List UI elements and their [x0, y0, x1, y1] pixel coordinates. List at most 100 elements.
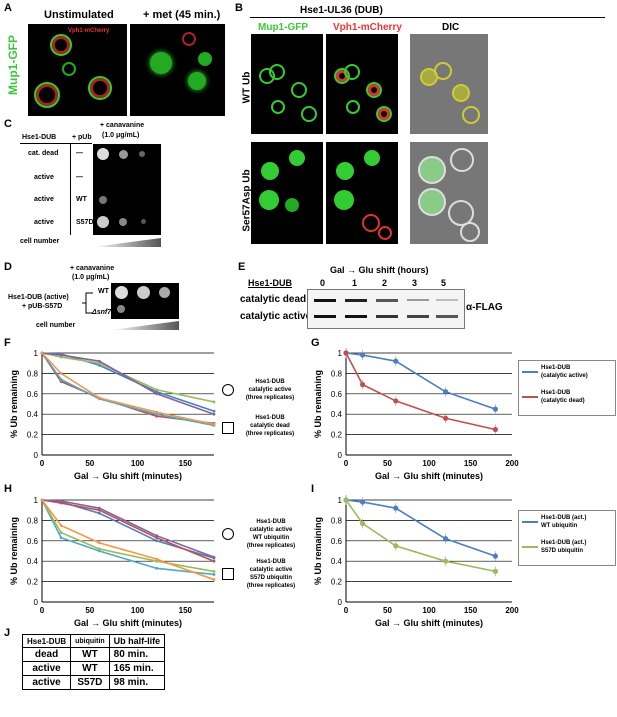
x-axis-label: Gal → Glu shift (minutes) [375, 618, 483, 628]
x-tick-label: 50 [85, 459, 94, 468]
data-point [59, 380, 63, 383]
panel-label-j: J [4, 627, 11, 639]
table-cell: active [21, 675, 72, 690]
data-point [155, 566, 159, 570]
data-point [212, 400, 216, 404]
y-tick-label: 0.6 [27, 537, 39, 546]
series-line [41, 352, 215, 426]
panel-i-legend-swatch-wt [522, 521, 538, 523]
table-header-cell: Hse1-DUB [21, 634, 72, 648]
y-axis-label: % Ub remaining [313, 370, 323, 438]
table-cell: active [21, 661, 72, 676]
panel-h-legend-circle-icon [222, 528, 234, 540]
series-line [41, 499, 215, 562]
data-point [155, 559, 159, 563]
panel-label-h: H [4, 483, 12, 495]
panel-label-d: D [4, 261, 12, 273]
data-point [97, 363, 101, 367]
panel-a-title-met: + met (45 min.) [143, 9, 221, 21]
panel-e-time-1: 1 [352, 278, 358, 288]
panel-c-row1-dub: cat. dead [28, 150, 59, 157]
panel-c-row1-pub: — [76, 150, 83, 157]
data-point [212, 409, 216, 413]
table-row: active WT 165 min. [21, 661, 166, 676]
chart-g: 0 0.2 0.4 0.6 0.8 1 0 50 100 150 200 Gal → Glu shif… [313, 348, 519, 481]
x-tick-label: 50 [85, 606, 94, 615]
data-point [212, 559, 216, 563]
x-tick-label: 0 [40, 606, 45, 615]
y-axis-label: % Ub remaining [9, 370, 19, 438]
y-tick-label: 0.2 [331, 578, 343, 587]
data-point [492, 553, 498, 559]
panel-a-title-unstim: Unstimulated [44, 9, 114, 21]
panel-c-cellnum: cell number [20, 238, 60, 245]
data-point [59, 501, 63, 505]
data-point [212, 423, 216, 426]
data-point [97, 359, 101, 363]
series-line [345, 352, 496, 431]
table-cell: S57D [70, 675, 110, 690]
table-cell: 165 min. [108, 661, 166, 676]
x-tick-label: 100 [422, 459, 436, 468]
y-tick-label: 0.4 [27, 410, 39, 419]
data-point [40, 351, 44, 355]
panel-label-g: G [311, 337, 320, 349]
y-axis-label: % Ub remaining [9, 517, 19, 585]
x-tick-label: 0 [344, 606, 349, 615]
y-tick-label: 0.8 [27, 369, 39, 378]
panel-b-col-mcherry: Vph1-mCherry [333, 22, 402, 33]
panel-j-table: Hse1-DUB ubiquitin Ub half-life dead WT … [21, 634, 166, 690]
x-axis-label: Gal → Glu shift (minutes) [375, 471, 483, 481]
panel-i-legend-s57d: Hse1-DUB (act.) S57D ubiquitin [541, 540, 587, 554]
panel-g-legend-swatch-dead [522, 396, 538, 398]
panel-e-time-3: 3 [412, 278, 418, 288]
panel-b-s57d-gfp [251, 142, 323, 244]
data-point [212, 555, 216, 559]
data-point [59, 531, 63, 535]
x-tick-label: 200 [505, 606, 519, 615]
y-tick-label: 0.4 [331, 410, 343, 419]
panel-c-row4-dub: active [34, 219, 54, 226]
data-point [59, 353, 63, 357]
panel-b-wt-gfp [251, 34, 323, 134]
data-point [393, 398, 399, 404]
panel-c-row3-pub: WT [76, 196, 87, 203]
y-tick-label: 1 [34, 496, 39, 505]
x-tick-label: 0 [40, 459, 45, 468]
panel-e-row-active: catalytic active [240, 311, 312, 322]
y-tick-label: 0.2 [27, 431, 39, 440]
panel-c-row2-pub: — [76, 174, 83, 181]
panel-c-row4-pub: S57D [76, 219, 94, 226]
panel-c-gradient-wedge [93, 238, 161, 247]
panel-c-row3-dub: active [34, 196, 54, 203]
data-point [343, 497, 349, 503]
panel-a-ylabel: Mup1-GFP [6, 35, 20, 95]
data-point [40, 498, 44, 502]
y-tick-label: 0.2 [27, 578, 39, 587]
panel-e-header: Gal → Glu shift (hours) [330, 265, 429, 275]
panel-i-legend-wt: Hse1-DUB (act.) WT ubiquitin [541, 515, 587, 529]
panel-h-legend-square-icon [222, 568, 234, 580]
table-cell: 98 min. [108, 675, 166, 690]
panel-b-wt-dic [410, 34, 488, 134]
panel-b-s57d-mcherry [326, 142, 398, 244]
chart-i: 0 0.2 0.4 0.6 0.8 1 0 50 100 150 200 Gal → Glu shif… [313, 495, 519, 628]
panel-c-row2-dub: active [34, 174, 54, 181]
y-tick-label: 0 [34, 598, 39, 607]
data-point [212, 412, 216, 416]
data-point [212, 578, 216, 581]
panel-c-plate [93, 144, 161, 235]
panel-f-legend-square-icon [222, 422, 234, 434]
data-point [97, 549, 101, 553]
panel-b-header-line [250, 17, 605, 18]
table-header-cell: Ub half-life [108, 634, 166, 648]
panel-e-row-dead: catalytic dead [240, 294, 307, 305]
x-tick-label: 100 [422, 606, 436, 615]
data-point [492, 568, 498, 574]
series-line [41, 352, 215, 427]
y-tick-label: 1 [34, 349, 39, 358]
x-tick-label: 150 [464, 606, 478, 615]
panel-e-hse: Hse1-DUB [248, 278, 293, 288]
table-cell: WT [70, 661, 110, 676]
data-point [155, 410, 159, 414]
